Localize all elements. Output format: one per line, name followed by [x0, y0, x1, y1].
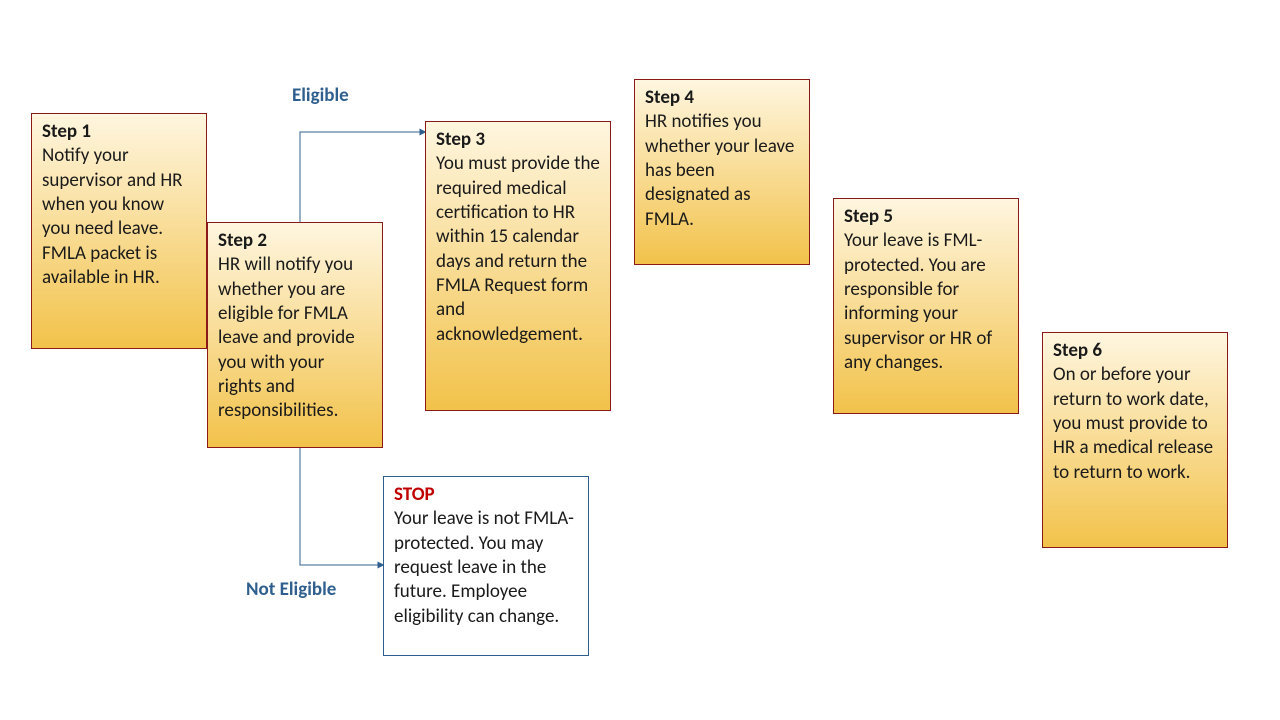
connector-not-eligible [300, 448, 383, 565]
step-4-title: Step 4 [645, 86, 799, 110]
connector-eligible [300, 132, 425, 222]
step-1-body: Notify your supervisor and HR when you k… [42, 144, 196, 290]
stop-title: STOP [394, 483, 578, 507]
stop-body: Your leave is not FMLA-protected. You ma… [394, 507, 578, 629]
step-6-title: Step 6 [1053, 339, 1217, 363]
label-not-eligible: Not Eligible [246, 578, 336, 601]
step-6-box: Step 6 On or before your return to work … [1042, 332, 1228, 548]
step-1-box: Step 1 Notify your supervisor and HR whe… [31, 113, 207, 349]
step-3-box: Step 3 You must provide the required med… [425, 121, 611, 411]
step-5-title: Step 5 [844, 205, 1008, 229]
label-eligible: Eligible [292, 84, 349, 107]
step-2-title: Step 2 [218, 229, 372, 253]
step-4-body: HR notifies you whether your leave has b… [645, 110, 799, 232]
step-2-box: Step 2 HR will notify you whether you ar… [207, 222, 383, 448]
step-4-box: Step 4 HR notifies you whether your leav… [634, 79, 810, 265]
step-5-box: Step 5 Your leave is FML-protected. You … [833, 198, 1019, 414]
stop-box: STOP Your leave is not FMLA-protected. Y… [383, 476, 589, 656]
step-3-body: You must provide the required medical ce… [436, 152, 600, 347]
step-1-title: Step 1 [42, 120, 196, 144]
flowchart-canvas: Step 1 Notify your supervisor and HR whe… [0, 0, 1280, 720]
step-5-body: Your leave is FML-protected. You are res… [844, 229, 1008, 375]
step-6-body: On or before your return to work date, y… [1053, 363, 1217, 485]
step-2-body: HR will notify you whether you are eligi… [218, 253, 372, 423]
step-3-title: Step 3 [436, 128, 600, 152]
